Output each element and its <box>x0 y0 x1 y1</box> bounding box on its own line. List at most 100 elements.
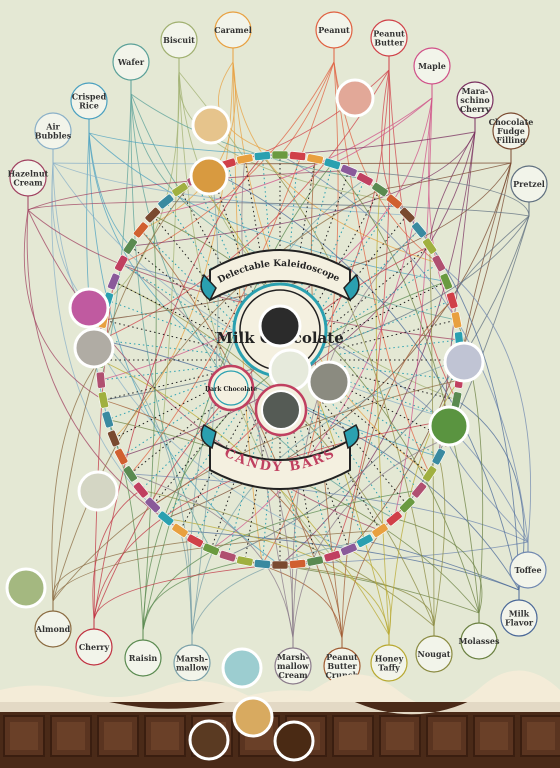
ingredient-label: Peanut <box>318 25 350 35</box>
chocolate-square-face <box>57 722 85 750</box>
ingredient-label: Honey Taffy <box>375 654 404 673</box>
ingredient-connection <box>52 530 381 602</box>
banner-scroll-left-2 <box>200 423 217 450</box>
candy-bar-chip <box>323 157 341 170</box>
ingredient-connection <box>438 263 532 543</box>
spoke <box>339 339 460 355</box>
ingredient-bubble <box>370 19 408 57</box>
ingredient-connection <box>191 540 365 636</box>
chocolate-square-face <box>527 722 555 750</box>
ingredient-connection <box>130 93 181 190</box>
ingredient-bubble <box>492 112 530 150</box>
ingredient-bubble <box>274 647 312 685</box>
candy-bar-chip <box>451 311 462 329</box>
ingredient-node: Crisped Rice <box>70 82 108 120</box>
spoke <box>261 419 275 565</box>
ingredient-node: Pretzel <box>510 165 548 203</box>
ingredient-label: Wafer <box>117 57 145 67</box>
ingredient-connection <box>27 209 381 531</box>
ingredient-label: Pretzel <box>513 179 545 189</box>
candy-bar-chip <box>306 153 324 165</box>
decorative-photo-circle <box>73 327 115 369</box>
candy-bar-chip <box>157 193 175 210</box>
candy-bar-chip <box>439 272 453 291</box>
ingredient-label: Air Bubbles <box>35 122 72 141</box>
spoke <box>312 189 381 311</box>
ingredient-label: Chocolate Fudge Filling <box>489 117 534 145</box>
candy-bar-ring <box>95 150 465 570</box>
ingredient-bubble <box>34 610 72 648</box>
candy-bar-chip <box>157 510 175 527</box>
ingredient-connection <box>93 281 115 620</box>
decorative-photo-circle <box>191 105 231 145</box>
ingredient-label: Nougat <box>418 649 451 659</box>
ingredient-label: Milk Flavor <box>505 609 534 628</box>
decorative-photo-circle <box>68 287 110 329</box>
chocolate-chunk-circle-1 <box>188 719 230 761</box>
ingredient-connection <box>152 71 180 506</box>
spoke <box>210 415 258 550</box>
ingredient-connection <box>52 162 350 550</box>
ingredient-connection <box>100 69 390 341</box>
candy-bar-chip <box>399 207 416 223</box>
ingredient-connection <box>129 61 335 475</box>
ingredient-node: Chocolate Fudge Filling <box>489 112 534 150</box>
banner-scroll-right-2 <box>343 423 360 450</box>
ingredient-node: Hazelnut Cream <box>8 159 49 197</box>
ingredient-connection <box>348 170 530 217</box>
candy-bar-chip <box>114 254 129 272</box>
ingredient-label: Marsh-mallow <box>176 654 209 673</box>
ingredient-connection <box>121 262 294 639</box>
candy-bar-chip <box>133 221 149 239</box>
spoke <box>296 417 333 557</box>
ingredient-node: Marsh-mallow Cream <box>274 647 312 685</box>
ingredient-label: Marsh-mallow Cream <box>277 652 310 680</box>
ingredient-label: Hazelnut Cream <box>8 169 49 188</box>
ingredient-bubble <box>124 639 162 677</box>
ingredient-node: Peanut Butter <box>370 19 408 57</box>
spoke <box>332 262 440 333</box>
spoke <box>326 229 420 323</box>
ingredient-connections <box>23 61 532 639</box>
ingredient-connection <box>210 69 390 172</box>
ingredient-connection <box>142 281 447 631</box>
spoke <box>165 406 243 519</box>
candy-bar-chip <box>385 193 403 210</box>
candy-bar-chip <box>236 153 254 165</box>
title-banner-bottom <box>209 438 351 490</box>
ingredient-connection <box>348 548 392 636</box>
ingredient-label: Maple <box>418 61 446 71</box>
ingredient-connection <box>375 189 390 636</box>
chocolate-square-face <box>339 722 367 750</box>
ingredient-connection <box>348 162 512 550</box>
ingredient-node: Wafer <box>112 43 150 81</box>
spoke <box>165 201 243 314</box>
ingredient-bubble <box>34 112 72 150</box>
spoke <box>317 201 395 314</box>
candy-bar-chip <box>431 254 446 272</box>
candy-bar-chip <box>446 291 459 310</box>
ingredient-connection <box>88 132 131 247</box>
ingredient-connection <box>388 379 460 636</box>
ingredient-connection <box>279 131 476 566</box>
chocolate-square-face <box>10 722 38 750</box>
ingredient-label: Caramel <box>214 25 252 35</box>
ingredient-node: Toffee <box>509 551 547 589</box>
candy-bar-chip <box>371 523 389 538</box>
ingredient-bubble <box>75 628 113 666</box>
ingredient-node: Caramel <box>214 11 252 49</box>
chocolate-square-face <box>386 722 414 750</box>
spoke <box>179 189 248 311</box>
ingredient-connection <box>93 155 263 620</box>
center-white-circle <box>268 348 312 392</box>
ingredient-bubble <box>160 21 198 59</box>
ingredient-bubble <box>413 47 451 85</box>
ingredient-connection <box>191 170 219 636</box>
candy-bar-chip <box>385 510 403 527</box>
ingredient-connection <box>165 162 512 519</box>
candy-bar-chip <box>107 429 121 448</box>
ingredient-node: Raisin <box>124 639 162 677</box>
spoke <box>339 365 460 381</box>
ingredient-connection <box>121 131 476 458</box>
